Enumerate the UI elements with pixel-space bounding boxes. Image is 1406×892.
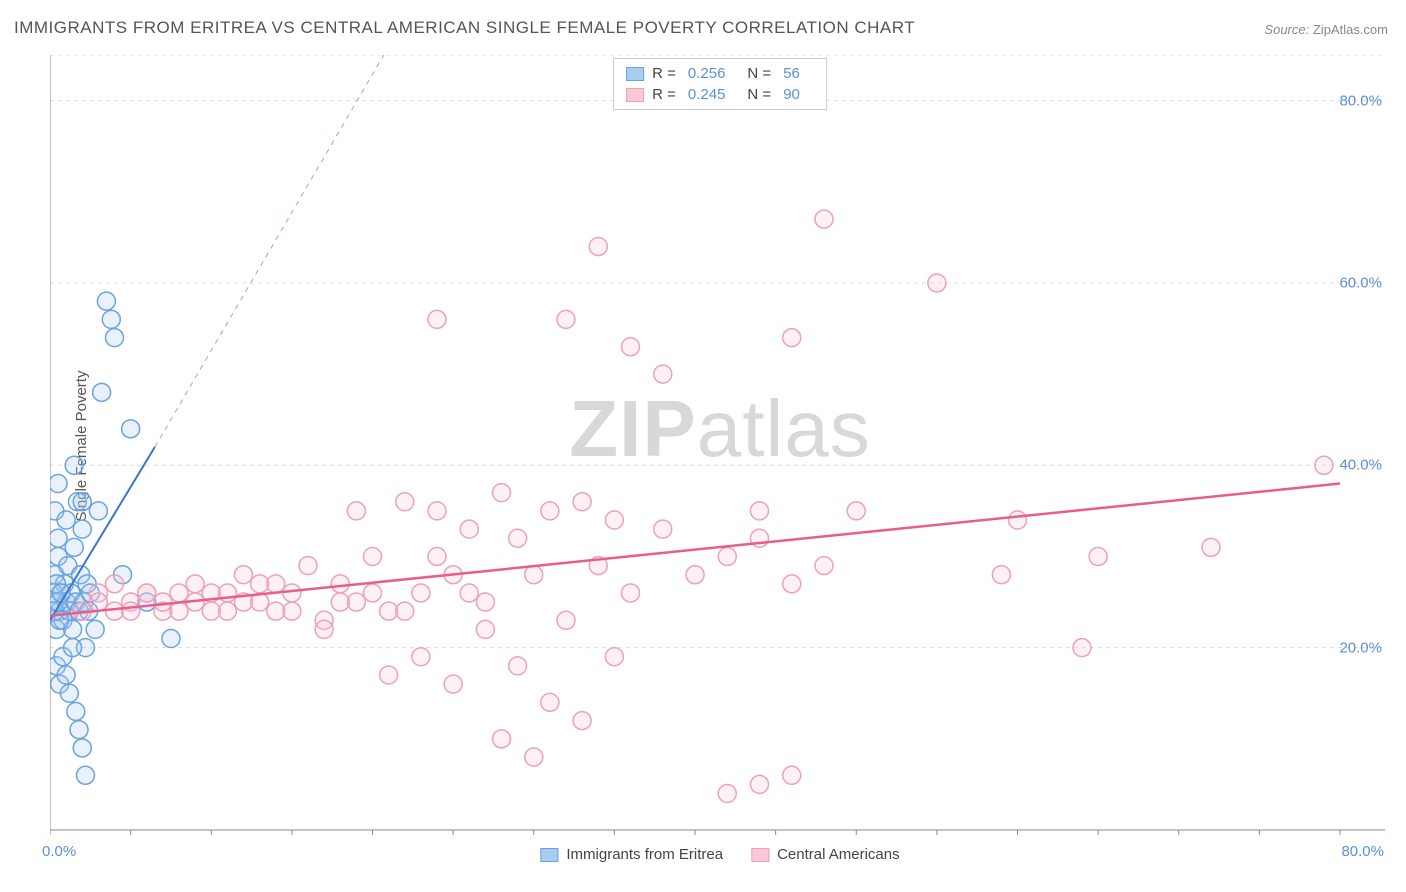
chart-plot-area: ZIPatlas R = 0.256 N = 56 R = 0.245 N = … [50,55,1390,835]
source-value: ZipAtlas.com [1313,22,1388,37]
legend-label-central: Central Americans [777,846,900,863]
n-value-central: 90 [783,86,800,103]
n-value-eritrea: 56 [783,65,800,82]
legend-label-eritrea: Immigrants from Eritrea [566,846,723,863]
r-value-eritrea: 0.256 [688,65,726,82]
swatch-eritrea-icon [540,848,558,862]
source-label: Source: [1264,22,1309,37]
correlation-legend: R = 0.256 N = 56 R = 0.245 N = 90 [613,58,827,110]
n-label: N = [747,65,771,82]
r-label: R = [652,65,676,82]
legend-row-central: R = 0.245 N = 90 [626,84,814,105]
chart-svg [50,55,1390,835]
y-tick-80: 80.0% [1339,92,1382,109]
r-label: R = [652,86,676,103]
y-tick-40: 40.0% [1339,457,1382,474]
source-attribution: Source: ZipAtlas.com [1264,22,1388,37]
series-legend: Immigrants from Eritrea Central American… [540,846,899,863]
swatch-central [626,88,644,102]
x-tick-0: 0.0% [42,843,76,860]
chart-title: IMMIGRANTS FROM ERITREA VS CENTRAL AMERI… [14,18,915,38]
y-tick-20: 20.0% [1339,639,1382,656]
n-label: N = [747,86,771,103]
r-value-central: 0.245 [688,86,726,103]
swatch-central-icon [751,848,769,862]
legend-item-central: Central Americans [751,846,900,863]
x-tick-80: 80.0% [1341,843,1384,860]
y-tick-60: 60.0% [1339,274,1382,291]
legend-item-eritrea: Immigrants from Eritrea [540,846,723,863]
legend-row-eritrea: R = 0.256 N = 56 [626,63,814,84]
swatch-eritrea [626,67,644,81]
